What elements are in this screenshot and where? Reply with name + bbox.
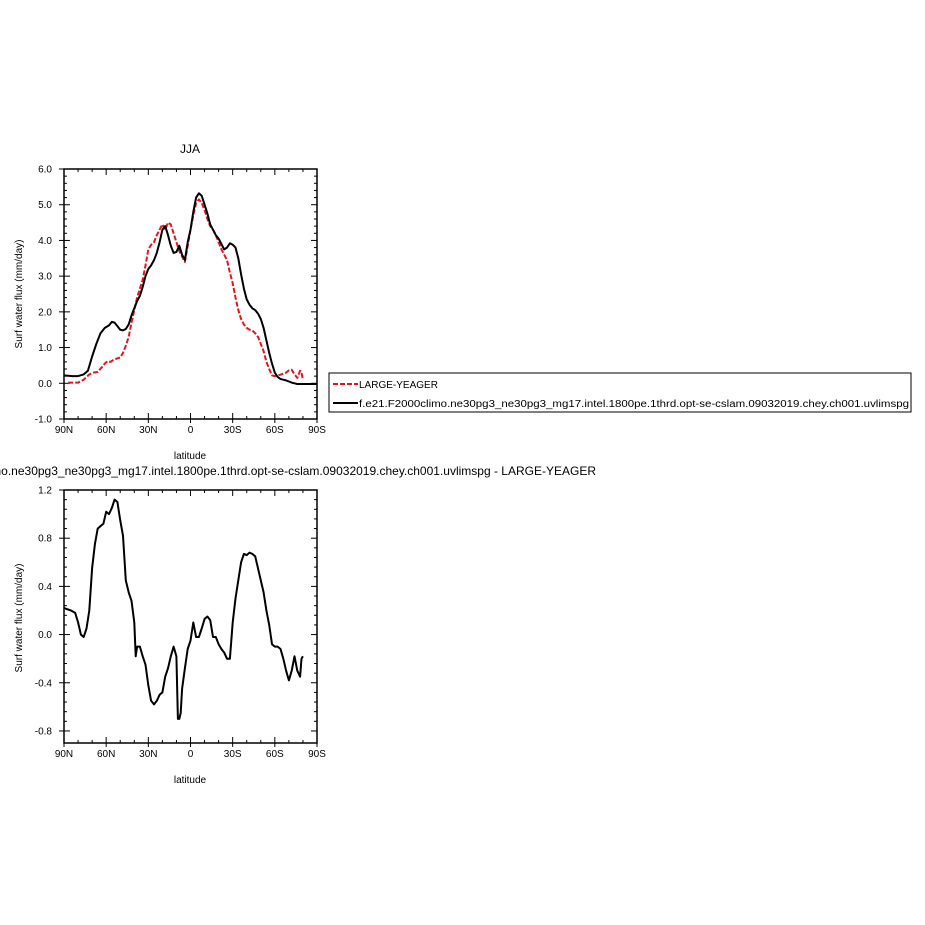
legend-box: [328, 372, 912, 413]
bottom-x-tick-label: 90N: [55, 749, 73, 760]
top-y-tick-label: -1.0: [35, 415, 53, 426]
top-y-tick-label: 4.0: [38, 236, 52, 247]
top-y-tick-label: 0.0: [38, 379, 52, 390]
bottom-y-tick-label: 1.2: [38, 486, 52, 497]
bottom-y-tick-label: 0.0: [38, 630, 52, 641]
top-series-line-0: [68, 198, 304, 384]
top-y-tick-label: 2.0: [38, 307, 52, 318]
top-x-tick-label: 0: [188, 425, 194, 436]
bottom-axis-ticks: 90N 60N 30N 0 30S 60S 90S -0.8 -0.4 0.0 0.4 0.8 1.2: [35, 486, 326, 761]
bottom-x-axis-label: latitude: [174, 775, 207, 786]
top-y-tick-label: 3.0: [38, 272, 52, 283]
top-x-tick-label: 30N: [139, 425, 157, 436]
legend-label-large-yeager: LARGE-YEAGER: [359, 380, 438, 391]
top-panel-title: JJA: [180, 142, 200, 156]
bottom-x-tick-label: 60S: [266, 749, 284, 760]
top-panel: JJA Surf water flux (mm/day) latitude 90…: [14, 142, 326, 462]
legend-label-model: f.e21.F2000climo.ne30pg3_ne30pg3_mg17.in…: [359, 399, 909, 410]
bottom-x-tick-label: 30N: [139, 749, 157, 760]
top-x-tick-label: 30S: [224, 425, 242, 436]
top-y-axis-label-group: Surf water flux (mm/day): [14, 240, 25, 349]
bottom-panel: f.e21.F2000climo.ne30pg3_ne30pg3_mg17.in…: [0, 464, 596, 786]
top-plot-frame: [63, 168, 318, 420]
top-x-tick-label: 60N: [97, 425, 115, 436]
bottom-x-tick-label: 90S: [308, 749, 326, 760]
bottom-series-lines: [63, 498, 304, 720]
top-y-tick-label: 5.0: [38, 200, 52, 211]
bottom-y-tick-label: -0.4: [35, 678, 53, 689]
top-x-tick-label: 90N: [55, 425, 73, 436]
top-y-axis-label: Surf water flux (mm/day): [14, 240, 25, 349]
top-series-line-1: [63, 192, 317, 385]
bottom-y-axis-label: Surf water flux (mm/day): [14, 564, 25, 673]
bottom-series-line-0: [63, 498, 304, 720]
top-y-tick-label: 1.0: [38, 343, 52, 354]
top-x-axis-label: latitude: [174, 451, 207, 462]
top-y-tick-label: 6.0: [38, 165, 52, 176]
top-x-tick-label: 60S: [266, 425, 284, 436]
bottom-x-tick-label: 0: [188, 749, 194, 760]
bottom-y-tick-label: 0.8: [38, 534, 52, 545]
bottom-y-tick-label: 0.4: [38, 582, 52, 593]
bottom-x-tick-label: 60N: [97, 749, 115, 760]
legend: LARGE-YEAGER f.e21.F2000climo.ne30pg3_ne…: [328, 372, 912, 413]
bottom-y-tick-label: -0.8: [35, 726, 53, 737]
bottom-x-tick-label: 30S: [224, 749, 242, 760]
top-x-tick-label: 90S: [308, 425, 326, 436]
top-series-lines: [63, 192, 317, 385]
bottom-y-axis-label-group: Surf water flux (mm/day): [14, 564, 25, 673]
bottom-plot-frame: [63, 489, 318, 744]
top-axis-ticks: 90N 60N 30N 0 30S 60S 90S -1.0 0.0 1.0 2.0 3.0 4.0 5.…: [35, 165, 326, 437]
bottom-panel-title: f.e21.F2000climo.ne30pg3_ne30pg3_mg17.in…: [0, 464, 596, 478]
